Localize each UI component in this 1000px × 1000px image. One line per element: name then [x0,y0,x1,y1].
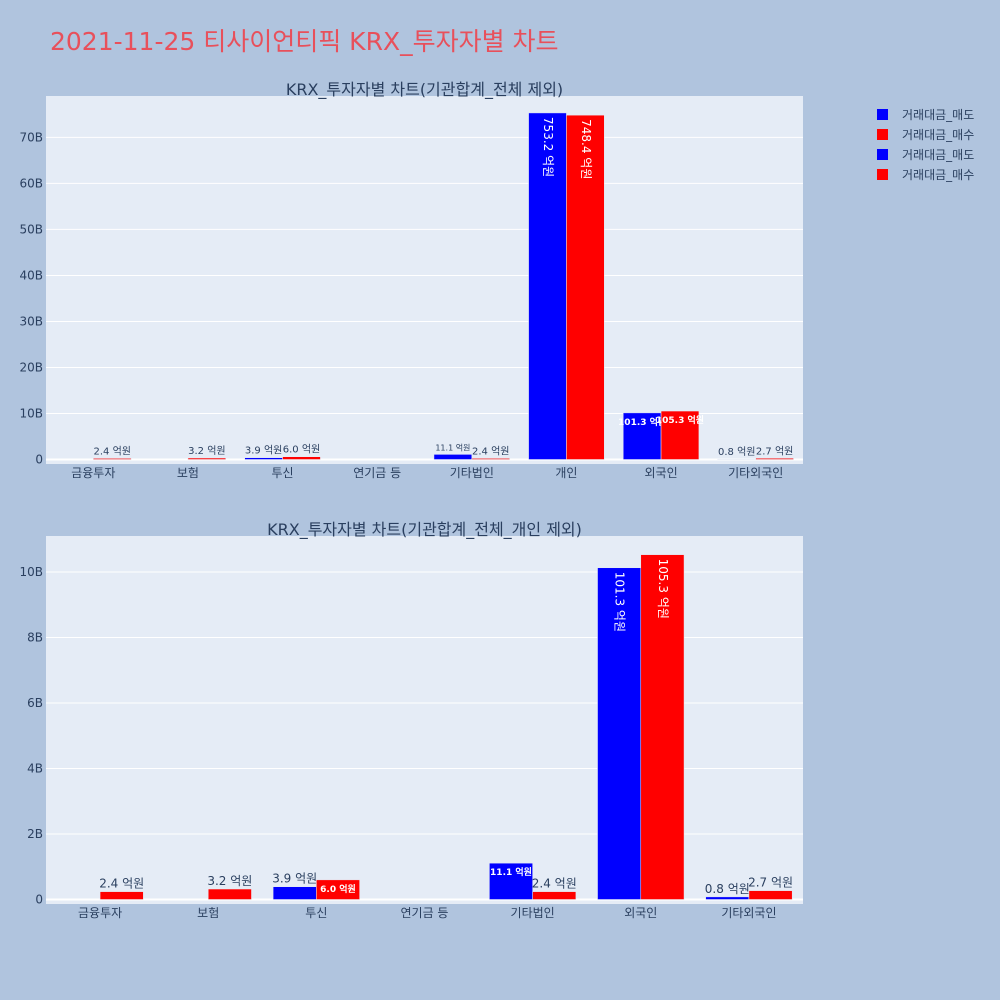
y-tick-label: 70B [19,130,43,144]
bar-value-label: 2.7 억원 [756,445,793,457]
y-tick-label: 0 [35,453,43,467]
bar [532,891,577,900]
bar-value-label: 3.9 억원 [272,872,317,886]
y-tick-label: 10B [19,565,43,579]
x-tick-label: 금융투자 [78,906,122,920]
legend-label: 거래대금_매도 [902,108,974,122]
bar [660,410,700,460]
bar-value-label: 753.2 억원 [541,117,555,177]
legend-swatch [877,169,888,180]
bar-value-label: 3.9 억원 [245,445,282,457]
bar-value-label: 105.3 억원 [656,414,704,426]
bar [705,896,750,900]
x-tick-label: 외국인 [645,466,678,480]
bar [471,458,510,460]
bar [748,890,793,900]
bar [207,888,252,900]
legend-label: 거래대금_매수 [902,168,974,182]
x-tick-label: 투신 [272,466,294,480]
bar-value-label: 3.2 억원 [188,445,225,457]
page-title: 2021-11-25 티사이언티픽 KRX_투자자별 차트 [50,27,559,56]
x-tick-label: 연기금 등 [401,906,449,920]
x-tick-label: 기타외국인 [721,906,776,920]
bar [433,454,473,460]
bar [272,886,317,900]
bar-value-label: 3.2 억원 [207,874,252,888]
legend-swatch [877,129,888,140]
bar [566,114,605,460]
bar [597,567,642,900]
bar [93,458,132,460]
legend-swatch [877,109,888,120]
bar-value-label: 6.0 억원 [320,883,356,895]
bar [755,458,794,460]
y-tick-label: 2B [27,827,43,841]
x-tick-label: 기타법인 [450,466,494,480]
bar [244,457,283,460]
legend-swatch [877,149,888,160]
x-tick-label: 보험 [177,466,199,480]
bar [640,554,685,900]
bar-value-label: 101.3 억원 [618,416,666,428]
bar [622,412,662,460]
bar [528,112,567,460]
bar-value-label: 2.4 억원 [532,877,577,891]
bar-value-label: 748.4 억원 [579,119,593,179]
y-tick-label: 0 [35,893,43,907]
chart-subtitle: KRX_투자자별 차트(기관합계_전체_개인 제외) [267,520,582,540]
bar-value-label: 6.0 억원 [283,444,320,456]
bar-value-label: 0.8 억원 [705,882,750,896]
y-tick-label: 30B [19,314,43,328]
bar [282,456,321,460]
bar-value-label: 101.3 억원 [613,572,627,632]
bar [316,879,360,900]
chart-panel-2: 0 2B 4B 6B 8B 10B KRX_투자자별 차트(기관합계_전체_개인 제외) 금융… [19,520,803,920]
bar [99,891,144,900]
legend-label: 거래대금_매수 [902,128,974,142]
y-tick-label: 20B [19,360,43,374]
x-tick-label: 연기금 등 [353,466,401,480]
y-tick-label: 8B [27,631,43,645]
chart-subtitle: KRX_투자자별 차트(기관합계_전체 제외) [286,80,563,100]
x-tick-label: 금융투자 [71,466,115,480]
bar-value-label: 2.4 억원 [472,445,509,457]
bar [489,862,533,900]
bar-value-label: 105.3 억원 [656,559,670,619]
x-tick-label: 기타법인 [511,906,555,920]
y-tick-label: 4B [27,762,43,776]
legend-label: 거래대금_매도 [902,148,974,162]
x-tick-label: 외국인 [624,906,657,920]
y-tick-label: 10B [19,406,43,420]
plot-area [46,536,803,904]
bar-value-label: 0.8 억원 [718,446,755,458]
bar [187,457,227,460]
bar-value-label: 11.1 억원 [435,442,470,452]
y-tick-label: 60B [19,176,43,190]
chart-panel-1: 0 10B 20B 30B 40B 50B 60B 70B KRX_투자자별 차트(기관합계_전… [19,80,803,480]
x-tick-label: 개인 [555,466,577,480]
bar-value-label: 11.1 억원 [490,866,532,878]
x-tick-label: 기타외국인 [728,466,783,480]
bar-value-label: 2.7 억원 [748,876,793,890]
y-tick-label: 50B [19,222,43,236]
plot-area [46,96,803,464]
y-tick-label: 40B [19,268,43,282]
y-tick-label: 6B [27,696,43,710]
bar-value-label: 2.4 억원 [93,445,130,457]
bar-value-label: 2.4 억원 [99,877,144,891]
x-tick-label: 투신 [305,906,327,920]
x-tick-label: 보험 [197,906,219,920]
